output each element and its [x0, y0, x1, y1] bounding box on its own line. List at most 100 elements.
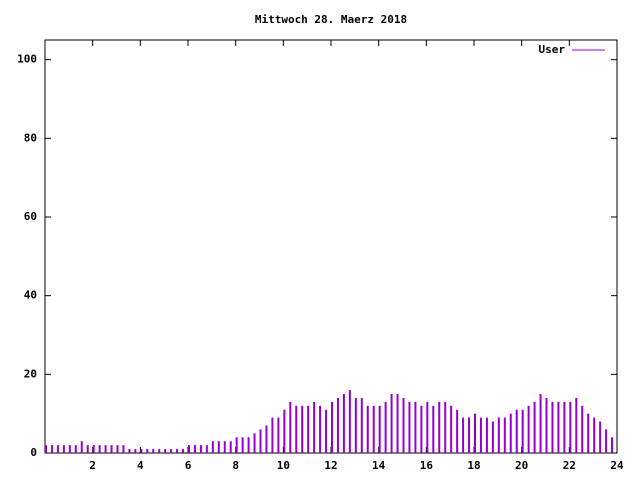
impulse: [199, 445, 202, 453]
x-tick-label: 22: [563, 459, 576, 472]
y-tick-label: 80: [24, 131, 37, 144]
impulse: [432, 405, 435, 453]
x-tick-label: 6: [185, 459, 192, 472]
impulse: [539, 394, 542, 453]
impulse: [122, 445, 125, 453]
impulse: [247, 437, 250, 453]
impulse: [289, 401, 292, 453]
impulse: [68, 445, 71, 453]
impulse: [283, 409, 286, 453]
impulse: [414, 401, 417, 453]
impulse: [485, 417, 488, 453]
impulse: [140, 449, 143, 453]
impulse: [533, 401, 536, 453]
x-tick-label: 18: [467, 459, 480, 472]
impulse: [378, 405, 381, 453]
impulse: [182, 449, 185, 453]
x-tick-label: 12: [324, 459, 337, 472]
impulse: [497, 417, 500, 453]
impulse: [605, 429, 608, 453]
impulse: [128, 449, 131, 453]
impulse: [56, 445, 59, 453]
impulse: [599, 421, 602, 453]
x-tick-label: 16: [420, 459, 434, 472]
impulse: [152, 449, 155, 453]
impulse: [146, 449, 149, 453]
impulse: [360, 397, 363, 453]
impulse: [402, 397, 405, 453]
x-tick-label: 14: [372, 459, 386, 472]
impulse: [342, 394, 345, 453]
plot-border: [44, 39, 618, 454]
x-tick-label: 20: [515, 459, 528, 472]
impulse: [188, 445, 190, 453]
impulse: [569, 401, 572, 453]
impulse: [450, 405, 453, 453]
impulse: [104, 445, 107, 453]
x-tick-label: 24: [610, 459, 624, 472]
impulse: [331, 401, 333, 453]
impulse: [50, 445, 53, 453]
impulse: [92, 445, 95, 453]
impulse: [593, 417, 596, 453]
impulse: [45, 445, 47, 453]
impulse: [319, 405, 322, 453]
impulse: [587, 413, 590, 453]
impulse: [545, 397, 548, 453]
impulse: [265, 425, 268, 453]
y-tick-label: 100: [17, 53, 37, 66]
impulse: [217, 441, 220, 453]
impulse: [515, 409, 518, 453]
impulse: [313, 401, 316, 453]
impulse: [229, 441, 232, 453]
impulse: [98, 445, 101, 453]
impulse: [503, 417, 506, 453]
x-tick-label: 4: [137, 459, 144, 472]
impulse: [277, 417, 280, 453]
impulse: [211, 441, 214, 453]
impulse: [444, 401, 447, 453]
impulse: [241, 437, 244, 453]
impulse: [372, 405, 375, 453]
impulse: [235, 437, 238, 453]
impulse: [170, 449, 173, 453]
impulse: [575, 397, 578, 453]
impulse: [354, 397, 357, 453]
impulse: [527, 405, 530, 453]
impulse: [468, 417, 471, 453]
impulse: [396, 394, 399, 453]
impulse: [474, 413, 476, 453]
impulse: [336, 397, 339, 453]
impulse: [563, 401, 566, 453]
impulse: [80, 441, 83, 453]
impulse: [295, 405, 298, 453]
impulse: [366, 405, 369, 453]
impulse: [611, 437, 614, 453]
y-tick-label: 20: [24, 367, 37, 380]
impulse: [134, 449, 137, 453]
impulse: [479, 417, 482, 453]
y-tick-label: 60: [24, 210, 37, 223]
impulse: [456, 409, 459, 453]
impulse: [384, 401, 387, 453]
impulse: [110, 445, 113, 453]
x-tick-label: 10: [277, 459, 290, 472]
impulse: [307, 405, 310, 453]
impulse: [462, 417, 465, 453]
y-tick-label: 40: [24, 289, 37, 302]
impulse: [176, 449, 179, 453]
impulse: [164, 449, 167, 453]
impulse: [193, 445, 196, 453]
impulse: [390, 394, 393, 453]
impulse: [205, 445, 208, 453]
impulse: [301, 405, 304, 453]
x-tick-label: 2: [89, 459, 96, 472]
impulse: [557, 401, 560, 453]
impulse: [551, 401, 554, 453]
impulse: [426, 401, 429, 453]
impulse: [62, 445, 65, 453]
impulse: [116, 445, 119, 453]
legend-label: User: [539, 43, 566, 56]
impulse: [259, 429, 262, 453]
